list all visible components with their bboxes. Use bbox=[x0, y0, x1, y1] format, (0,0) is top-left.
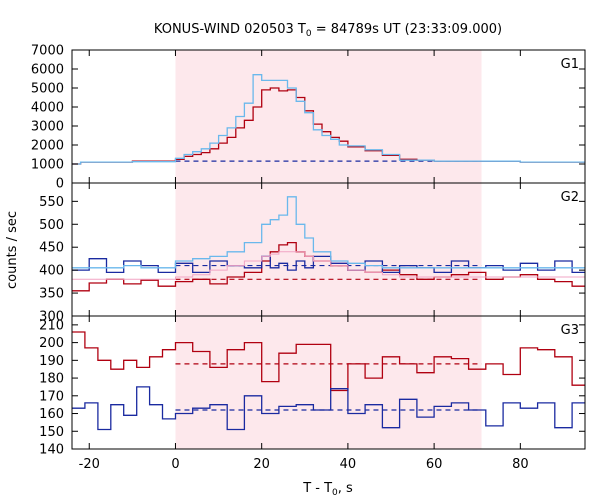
y-tick-label-g3: 160 bbox=[39, 407, 64, 422]
y-tick-label-g3: 200 bbox=[39, 336, 64, 351]
y-tick-label-g2: 400 bbox=[39, 264, 64, 279]
y-tick-label-g1: 0 bbox=[56, 177, 64, 192]
y-tick-label-g1: 3000 bbox=[31, 120, 64, 135]
y-axis-label: counts / sec bbox=[5, 211, 20, 289]
y-tick-label-g2: 550 bbox=[39, 195, 64, 210]
panel-label-g3: G3 bbox=[561, 323, 579, 338]
x-tick-label: 40 bbox=[340, 457, 357, 472]
y-tick-label-g3: 180 bbox=[39, 372, 64, 387]
y-tick-label-g3: 210 bbox=[39, 318, 64, 333]
panel-frame-g3 bbox=[71, 315, 586, 450]
y-tick-label-g1: 4000 bbox=[31, 101, 64, 116]
x-tick-label: 20 bbox=[253, 457, 270, 472]
series-line-g3-blue bbox=[72, 386, 585, 431]
x-tick-label: 80 bbox=[512, 457, 529, 472]
y-tick-label-g1: 2000 bbox=[31, 139, 64, 154]
series-line-g2-cyan bbox=[72, 196, 585, 269]
y-tick-label-g3: 150 bbox=[39, 425, 64, 440]
shaded-interval-g3 bbox=[175, 316, 482, 449]
y-tick-label-g3: 140 bbox=[39, 443, 64, 458]
panel-label-g1: G1 bbox=[561, 57, 579, 72]
chart-title: KONUS-WIND 020503 T0 = 84789s UT (23:33:… bbox=[154, 22, 502, 39]
y-tick-label-g2: 500 bbox=[39, 218, 64, 233]
y-tick-label-g3: 190 bbox=[39, 354, 64, 369]
y-tick-label-g2: 300 bbox=[39, 310, 64, 325]
y-tick-label-g3: 170 bbox=[39, 389, 64, 404]
y-tick-label-g1: 7000 bbox=[31, 44, 64, 59]
series-line-g2-pink bbox=[72, 251, 585, 280]
series-line-g3-red bbox=[72, 331, 585, 392]
frame-layer bbox=[71, 49, 586, 450]
x-axis-label: T - T0, s bbox=[302, 481, 353, 498]
panel-label-g2: G2 bbox=[561, 190, 579, 205]
x-tick-label: 0 bbox=[171, 457, 179, 472]
shaded-interval-g1 bbox=[175, 50, 482, 183]
y-tick-label-g1: 6000 bbox=[31, 63, 64, 78]
x-tick-label: -20 bbox=[79, 457, 100, 472]
shaded-interval-g2 bbox=[175, 183, 482, 316]
x-tick-label: 60 bbox=[426, 457, 443, 472]
series-line-g1-cyan bbox=[72, 74, 585, 165]
axis-layer: G101000200030004000500060007000G23003504… bbox=[31, 44, 585, 472]
y-tick-label-g1: 1000 bbox=[31, 158, 64, 173]
y-tick-label-g1: 5000 bbox=[31, 82, 64, 97]
background-layer bbox=[175, 50, 482, 449]
y-tick-label-g2: 350 bbox=[39, 287, 64, 302]
series-line-g2-blue bbox=[72, 255, 585, 274]
series-layer bbox=[72, 74, 585, 431]
y-tick-label-g2: 450 bbox=[39, 241, 64, 256]
